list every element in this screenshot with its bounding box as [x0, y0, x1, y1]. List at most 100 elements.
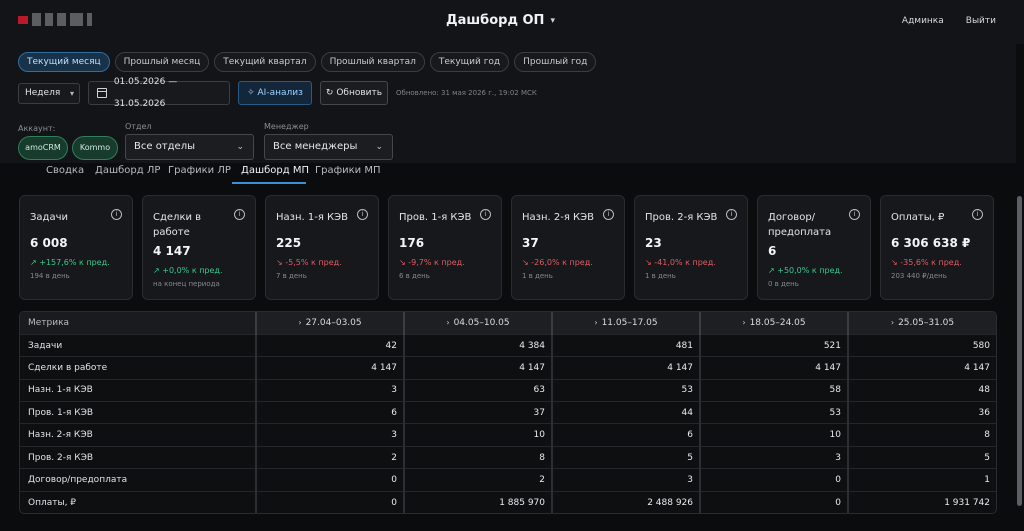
week-column-header[interactable]: › 18.05–24.05 [699, 312, 848, 335]
value-cell: 2 488 926 [551, 491, 700, 513]
kpi-card: Оплаты, ₽ i 6 306 638 ₽ ↘ -35,6% к пред. 203… [880, 195, 994, 300]
kpi-change-text: -26,0% к пред. [531, 258, 593, 267]
week-label: 18.05–24.05 [749, 317, 806, 328]
ai-analysis-label: AI-анализ [257, 88, 303, 98]
metrics-table: Метрика › 27.04–03.05 › 04.05–10.05 › 11.05… [20, 312, 996, 513]
scrollbar-thumb[interactable] [1017, 196, 1022, 506]
tab-summary[interactable]: Сводка [46, 165, 85, 176]
kpi-change: ↘ -26,0% к пред. [522, 258, 593, 267]
tab-charts-mp[interactable]: Графики МП [315, 165, 381, 176]
kpi-subtitle: 6 в день [399, 272, 430, 280]
value-cell: 4 147 [551, 356, 700, 380]
kpi-card: Задачи i 6 008 ↗ +157,6% к пред. 194 в день [19, 195, 133, 300]
value-cell: 2 [255, 446, 404, 470]
info-icon[interactable]: i [726, 209, 737, 220]
trend-down-icon: ↘ [399, 258, 406, 267]
tab-bar: Сводка Дашборд ЛР Графики ЛР Дашборд МП … [0, 163, 1016, 185]
trend-down-icon: ↘ [276, 258, 283, 267]
period-current-quarter[interactable]: Текущий квартал [214, 52, 316, 72]
value-cell: 5 [551, 446, 700, 470]
kpi-change: ↗ +157,6% к пред. [30, 258, 110, 267]
chevron-down-icon: ⌄ [236, 142, 244, 152]
info-icon[interactable]: i [234, 209, 245, 220]
tab-dashboard-lr[interactable]: Дашборд ЛР [95, 165, 161, 176]
account-label: Аккаунт: [18, 124, 56, 133]
info-icon[interactable]: i [480, 209, 491, 220]
refresh-button[interactable]: ↻ Обновить [320, 81, 388, 105]
kpi-card: Договор/ предоплата i 6 ↗ +50,0% к пред. 0 в… [757, 195, 871, 300]
metric-cell: Назн. 1-я КЭВ [20, 379, 256, 403]
period-presets: Текущий месяц Прошлый месяц Текущий квар… [18, 52, 597, 72]
ai-analysis-button[interactable]: ✧ AI-анализ [238, 81, 312, 105]
kpi-change: ↘ -41,0% к пред. [645, 258, 716, 267]
info-icon[interactable]: i [972, 209, 983, 220]
granularity-select[interactable]: Неделя ▾ [18, 82, 80, 104]
logout-link[interactable]: Выйти [965, 16, 996, 26]
refresh-icon: ↻ [325, 88, 334, 98]
company-logo [18, 13, 92, 26]
value-cell: 48 [847, 379, 996, 403]
table-row: Пров. 2-я КЭВ 2 8 5 3 5 [20, 446, 996, 470]
week-label: 27.04–03.05 [305, 317, 362, 328]
info-icon[interactable]: i [111, 209, 122, 220]
kpi-subtitle: 1 в день [522, 272, 553, 280]
kpi-change: ↗ +0,0% к пред. [153, 266, 223, 275]
date-range-value: 01.05.2026 — 31.05.2026 [113, 77, 178, 109]
kpi-subtitle: 0 в день [768, 280, 799, 288]
tab-charts-lr[interactable]: Графики ЛР [168, 165, 231, 176]
account-chip-kommo[interactable]: Kommo [72, 136, 118, 160]
period-current-month[interactable]: Текущий месяц [18, 52, 110, 72]
department-select[interactable]: Все отделы ⌄ [125, 134, 254, 160]
chevron-down-icon: ▾ [69, 88, 74, 98]
top-bar: Дашборд ОП ▾ Админка Выйти [0, 0, 1024, 44]
value-cell: 6 [551, 423, 700, 447]
kpi-change: ↘ -5,5% к пред. [276, 258, 342, 267]
kpi-change: ↘ -35,6% к пред. [891, 258, 962, 267]
manager-label: Менеджер [264, 122, 309, 131]
trend-up-icon: ↗ [30, 258, 37, 267]
kpi-change-text: -35,6% к пред. [900, 258, 962, 267]
table-row: Назн. 2-я КЭВ 3 10 6 10 8 [20, 423, 996, 447]
kpi-card: Пров. 2-я КЭВ i 23 ↘ -41,0% к пред. 1 в день [634, 195, 748, 300]
value-cell: 44 [551, 401, 700, 425]
period-previous-month[interactable]: Прошлый месяц [114, 52, 210, 72]
department-value: Все отделы [134, 141, 195, 152]
period-previous-quarter[interactable]: Прошлый квартал [320, 52, 425, 72]
kpi-title: Назн. 2-я КЭВ [522, 212, 594, 223]
metric-cell: Договор/предоплата [20, 468, 256, 492]
value-cell: 0 [699, 491, 848, 513]
value-cell: 4 147 [699, 356, 848, 380]
date-range-picker[interactable]: 01.05.2026 — 31.05.2026 [88, 77, 230, 109]
week-column-header[interactable]: › 25.05–31.05 [847, 312, 996, 335]
info-icon[interactable]: i [603, 209, 614, 220]
kpi-title: Договор/ предоплата [768, 212, 832, 238]
trend-down-icon: ↘ [891, 258, 898, 267]
tab-dashboard-mp[interactable]: Дашборд МП [241, 165, 309, 176]
metric-cell: Пров. 2-я КЭВ [20, 446, 256, 470]
chevron-down-icon: ▾ [550, 15, 555, 26]
kpi-subtitle: 203 440 ₽/день [891, 272, 947, 280]
dashboard-selector[interactable]: Дашборд ОП ▾ [446, 13, 555, 28]
value-cell: 63 [403, 379, 552, 403]
period-current-year[interactable]: Текущий год [429, 52, 510, 72]
account-chip-amocrm[interactable]: amoCRM [18, 136, 68, 160]
kpi-value: 225 [276, 236, 302, 250]
value-cell: 58 [699, 379, 848, 403]
week-column-header[interactable]: › 27.04–03.05 [255, 312, 404, 335]
kpi-title: Задачи [30, 212, 68, 223]
manager-select[interactable]: Все менеджеры ⌄ [264, 134, 393, 160]
chevron-right-icon: › [446, 317, 450, 327]
week-label: 11.05–17.05 [601, 317, 658, 328]
kpi-title: Пров. 1-я КЭВ [399, 212, 472, 223]
info-icon[interactable]: i [357, 209, 368, 220]
info-icon[interactable]: i [849, 209, 860, 220]
week-column-header[interactable]: › 04.05–10.05 [403, 312, 552, 335]
department-label: Отдел [125, 122, 152, 131]
kpi-value: 4 147 [153, 244, 191, 258]
admin-link[interactable]: Админка [901, 16, 944, 26]
kpi-change: ↘ -9,7% к пред. [399, 258, 465, 267]
value-cell: 3 [699, 446, 848, 470]
page-title: Дашборд ОП [446, 13, 545, 28]
week-column-header[interactable]: › 11.05–17.05 [551, 312, 700, 335]
period-previous-year[interactable]: Прошлый год [514, 52, 597, 72]
